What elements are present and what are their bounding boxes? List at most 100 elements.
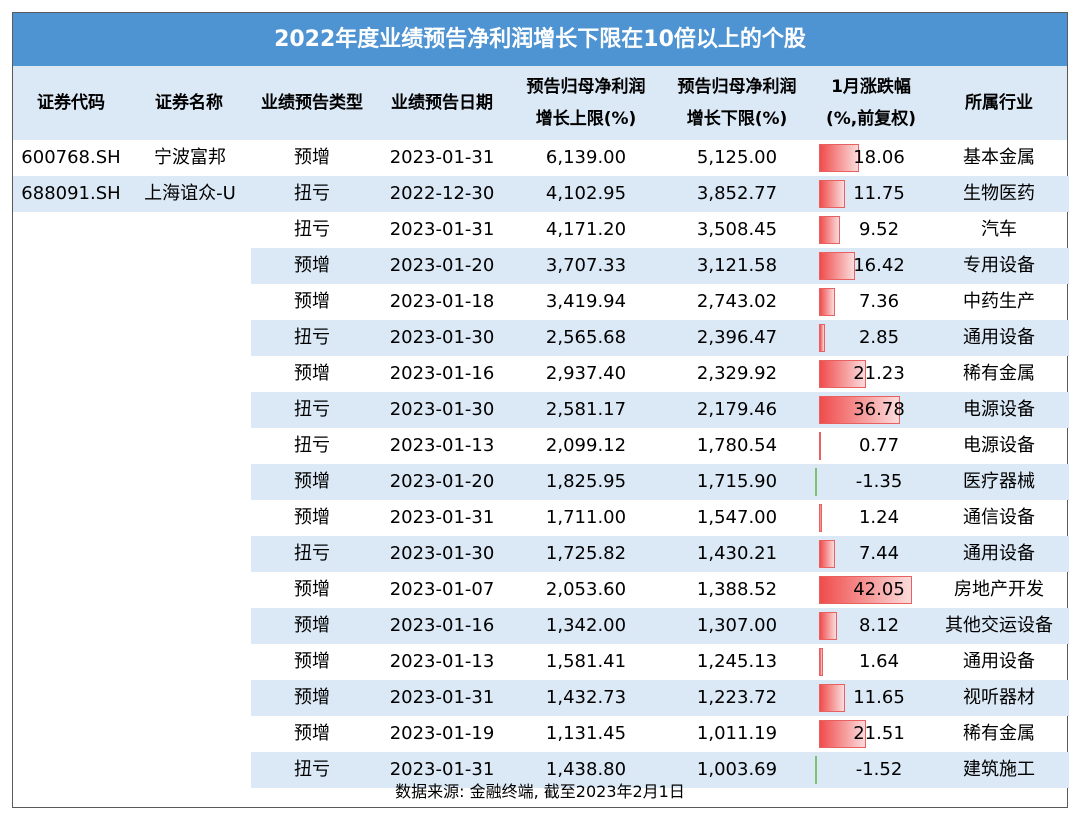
- cell-name: [129, 320, 251, 356]
- cell-date: 2023-01-18: [389, 291, 495, 312]
- cell-date: 2023-01-16: [389, 363, 495, 384]
- cell-type: 扭亏: [294, 183, 330, 204]
- cell-lower: 1,307.00: [696, 615, 778, 636]
- cell-lower: 1,011.19: [696, 723, 778, 744]
- header-name: 证券名称: [129, 66, 249, 140]
- cell-name: [129, 212, 251, 248]
- cell-change: 16.42: [853, 255, 905, 276]
- cell-industry: 电源设备: [963, 399, 1035, 420]
- header-change: 1月涨跌幅 (%,前复权): [813, 66, 929, 140]
- cell-upper: 1,825.95: [545, 471, 627, 492]
- cell-change: 1.24: [858, 507, 900, 528]
- cell-type: 扭亏: [294, 759, 330, 780]
- row-band: [251, 392, 1069, 428]
- table-row: 预增 2023-01-16 1,342.00 1,307.00 其他交运设备 8.12: [13, 608, 1069, 644]
- cell-name: [129, 284, 251, 320]
- header-upper: 预告归母净利润 增长上限(%): [511, 66, 661, 140]
- table-row: 预增 2023-01-07 2,053.60 1,388.52 房地产开发 42.05: [13, 572, 1067, 608]
- cell-code: [13, 500, 129, 536]
- table-row: 600768.SH 宁波富邦 预增 2023-01-31 6,139.00 5,125.0…: [13, 140, 1067, 176]
- table-row: 扭亏 2023-01-31 4,171.20 3,508.45 汽车 9.52: [13, 212, 1067, 248]
- header-lower-line2: 增长下限(%): [686, 109, 788, 129]
- cell-upper: 3,419.94: [545, 291, 627, 312]
- cell-type: 扭亏: [294, 399, 330, 420]
- table-row: 扭亏 2023-01-30 2,581.17 2,179.46 电源设备 36.78: [13, 392, 1069, 428]
- cell-upper: 2,937.40: [545, 363, 627, 384]
- cell-industry: 电源设备: [963, 435, 1035, 456]
- change-bar: [819, 360, 866, 388]
- change-bar: [815, 468, 817, 496]
- table-row: 预增 2023-01-31 1,432.73 1,223.72 视听器材 11.65: [13, 680, 1069, 716]
- cell-code: [13, 536, 129, 572]
- cell-date: 2023-01-19: [389, 723, 495, 744]
- table-title: 2022年度业绩预告净利润增长下限在10倍以上的个股: [13, 13, 1067, 66]
- cell-date: 2022-12-30: [389, 183, 495, 204]
- cell-name: [129, 644, 251, 680]
- row-band: [251, 608, 1069, 644]
- header-upper-line1: 预告归母净利润: [526, 77, 646, 97]
- header-date-label: 业绩预告日期: [391, 93, 493, 113]
- cell-code: [13, 464, 129, 500]
- change-bar: [819, 396, 900, 424]
- change-bar: [819, 288, 836, 316]
- cell-date: 2023-01-13: [389, 651, 495, 672]
- row-band: [251, 464, 1069, 500]
- cell-upper: 1,711.00: [545, 507, 627, 528]
- cell-lower: 1,223.72: [696, 687, 778, 708]
- change-bar: [819, 576, 912, 604]
- cell-code: [13, 428, 129, 464]
- cell-name: [129, 572, 251, 608]
- cell-type: 预增: [294, 255, 330, 276]
- cell-type: 扭亏: [294, 327, 330, 348]
- cell-change: 21.23: [853, 363, 905, 384]
- cell-code: [13, 572, 129, 608]
- change-bar: [819, 720, 867, 748]
- cell-code: 688091.SH: [21, 183, 121, 204]
- header-type: 业绩预告类型: [251, 66, 373, 140]
- cell-date: 2023-01-07: [389, 579, 495, 600]
- cell-lower: 1,547.00: [696, 507, 778, 528]
- row-band: [13, 176, 1069, 212]
- change-bar: [815, 756, 817, 784]
- cell-name: [129, 500, 251, 536]
- data-source-note: 数据来源: 金融终端, 截至2023年2月1日: [395, 782, 685, 801]
- table-row: 预增 2023-01-31 1,711.00 1,547.00 通信设备 1.24: [13, 500, 1067, 536]
- header-code-label: 证券代码: [37, 93, 105, 113]
- cell-name: 宁波富邦: [154, 147, 226, 168]
- cell-name: [129, 680, 251, 716]
- cell-upper: 2,565.68: [545, 327, 627, 348]
- cell-industry: 基本金属: [963, 147, 1035, 168]
- cell-upper: 2,581.17: [545, 399, 627, 420]
- cell-lower: 2,743.02: [696, 291, 778, 312]
- cell-change: 21.51: [853, 723, 905, 744]
- change-bar: [819, 324, 826, 352]
- cell-lower: 1,245.13: [696, 651, 778, 672]
- cell-name: [129, 428, 251, 464]
- cell-lower: 1,780.54: [696, 435, 778, 456]
- cell-change: 9.52: [858, 219, 900, 240]
- header-lower-line1: 预告归母净利润: [677, 77, 797, 97]
- cell-name: [129, 356, 251, 392]
- change-bar: [819, 612, 837, 640]
- cell-change: 42.05: [853, 579, 905, 600]
- cell-change: -1.35: [855, 471, 903, 492]
- cell-date: 2023-01-31: [389, 147, 495, 168]
- cell-code: [13, 212, 129, 248]
- cell-code: [13, 608, 129, 644]
- row-band: [251, 536, 1069, 572]
- row-band: [251, 680, 1069, 716]
- table-row: 688091.SH 上海谊众-U 扭亏 2022-12-30 4,102.95 3,852…: [13, 176, 1069, 212]
- table-row: 预增 2023-01-20 1,825.95 1,715.90 医疗器械 -1.35: [13, 464, 1069, 500]
- cell-name: [129, 392, 251, 428]
- cell-type: 预增: [294, 615, 330, 636]
- cell-industry: 通用设备: [963, 327, 1035, 348]
- table-row: 预增 2023-01-19 1,131.45 1,011.19 稀有金属 21.51: [13, 716, 1067, 752]
- header-industry-label: 所属行业: [965, 93, 1033, 113]
- cell-name: 上海谊众-U: [144, 183, 236, 204]
- cell-type: 扭亏: [294, 219, 330, 240]
- header-change-line2: (%,前复权): [825, 109, 917, 129]
- cell-type: 预增: [294, 651, 330, 672]
- cell-type: 预增: [294, 147, 330, 168]
- cell-change: 36.78: [853, 399, 905, 420]
- cell-date: 2023-01-20: [389, 255, 495, 276]
